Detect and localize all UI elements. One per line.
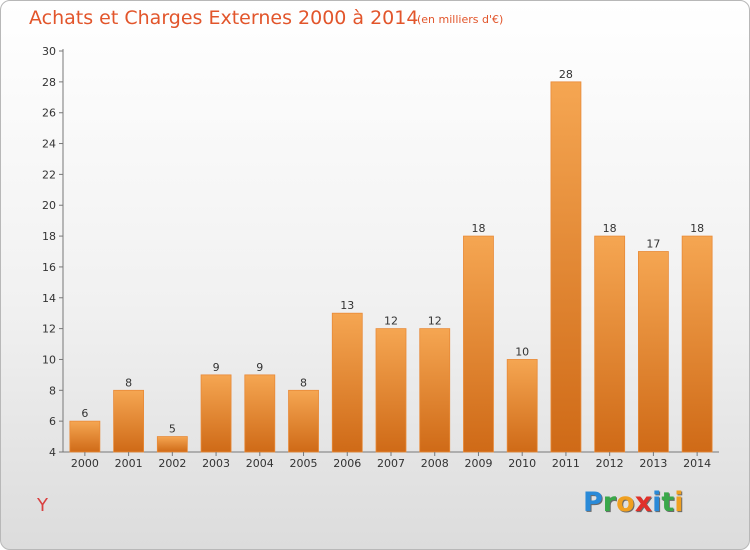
bar-value-label: 13 <box>340 299 354 312</box>
y-tick-label: 22 <box>42 168 56 181</box>
bar-2012 <box>594 235 626 453</box>
y-tick-label: 8 <box>49 384 56 397</box>
x-tick-label: 2010 <box>508 457 536 470</box>
x-tick-label: 2014 <box>683 457 711 470</box>
bar-2014 <box>681 235 713 453</box>
bar-value-label: 18 <box>603 222 617 235</box>
x-tick-label: 2004 <box>246 457 274 470</box>
y-tick-label: 24 <box>42 138 56 151</box>
bar-2001 <box>113 389 144 453</box>
logo-letter: i <box>652 487 662 518</box>
y-tick-label: 26 <box>42 107 56 120</box>
x-tick-label: 2012 <box>596 457 624 470</box>
y-tick-label: 28 <box>42 76 56 89</box>
bar-value-label: 8 <box>125 376 132 389</box>
bar-value-label: 18 <box>690 222 704 235</box>
commune-label: Y <box>37 495 48 516</box>
bar-2013 <box>638 251 669 453</box>
bar-2011 <box>550 81 582 453</box>
logo-letter: t <box>661 487 675 518</box>
bar-2002 <box>156 436 188 453</box>
bar-2005 <box>288 389 319 453</box>
x-tick-label: 2005 <box>290 457 318 470</box>
x-tick-label: 2007 <box>377 457 405 470</box>
bar-value-label: 12 <box>384 315 398 328</box>
bar-2003 <box>200 374 232 453</box>
bar-value-label: 17 <box>646 238 660 251</box>
x-tick-label: 2009 <box>464 457 492 470</box>
x-tick-label: 2008 <box>421 457 449 470</box>
bar-2010 <box>506 359 538 453</box>
x-tick-label: 2001 <box>115 457 143 470</box>
bar-2004 <box>244 374 276 453</box>
logo-letter: x <box>634 487 653 518</box>
x-tick-label: 2003 <box>202 457 230 470</box>
bar-value-label: 5 <box>169 423 176 436</box>
bar-value-label: 18 <box>471 222 485 235</box>
logo-letter: r <box>602 487 617 518</box>
bar-2000 <box>69 420 101 453</box>
x-tick-label: 2002 <box>158 457 186 470</box>
y-tick-label: 30 <box>42 45 56 58</box>
bar-2009 <box>463 235 494 453</box>
bar-2006 <box>331 312 363 453</box>
logo-letter: P <box>583 487 603 518</box>
x-tick-label: 2011 <box>552 457 580 470</box>
y-tick-label: 20 <box>42 199 56 212</box>
y-tick-label: 12 <box>42 323 56 336</box>
y-tick-label: 14 <box>42 292 56 305</box>
y-tick-label: 6 <box>49 415 56 428</box>
chart-subtitle: (en milliers d'€) <box>417 13 504 26</box>
y-tick-label: 18 <box>42 230 56 243</box>
bar-2008 <box>419 328 451 453</box>
y-tick-label: 16 <box>42 261 56 274</box>
bar-value-label: 9 <box>256 361 263 374</box>
chart-title: Achats et Charges Externes 2000 à 2014 <box>29 7 419 29</box>
bar-value-label: 12 <box>428 315 442 328</box>
x-tick-label: 2006 <box>333 457 361 470</box>
y-tick-label: 4 <box>49 446 56 459</box>
bar-value-label: 28 <box>559 68 573 81</box>
bar-value-label: 8 <box>300 376 307 389</box>
bar-value-label: 9 <box>213 361 220 374</box>
logo-letter: o <box>616 487 635 518</box>
x-tick-label: 2000 <box>71 457 99 470</box>
bar-value-label: 10 <box>515 345 529 358</box>
bar-value-label: 6 <box>81 407 88 420</box>
proxiti-logo[interactable]: Proxiti <box>583 487 684 518</box>
logo-letter: i <box>674 487 684 518</box>
x-tick-label: 2013 <box>639 457 667 470</box>
bar-2007 <box>375 328 407 453</box>
y-tick-label: 10 <box>42 353 56 366</box>
